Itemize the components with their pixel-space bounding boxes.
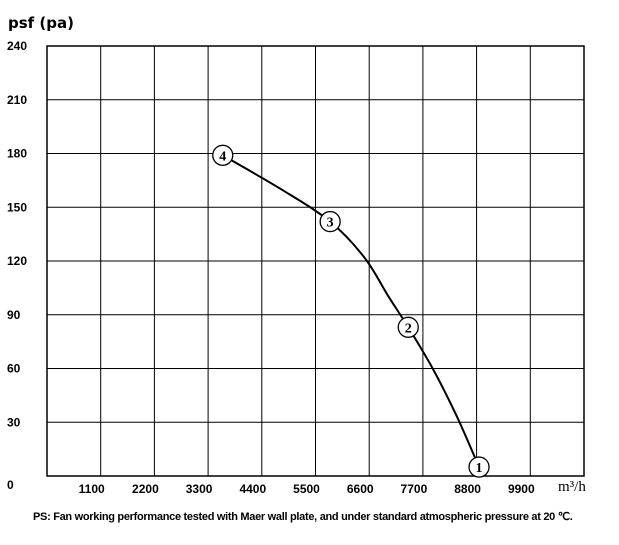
x-tick-label-4: 5500 <box>293 482 320 496</box>
y-tick-label-4: 120 <box>7 254 27 268</box>
y-axis-label: psf (pa) <box>8 14 74 32</box>
marker-circle-3 <box>319 210 341 233</box>
marker-label-2: 2 <box>405 321 412 336</box>
x-tick-label-0: 1100 <box>79 482 105 496</box>
x-tick-label-5: 6600 <box>347 482 374 496</box>
y-tick-label-6: 180 <box>7 147 27 161</box>
x-tick-label-8: 9900 <box>508 482 535 496</box>
x-tick-label-7: 8800 <box>454 482 481 496</box>
marker-circle-1 <box>468 456 490 478</box>
y-tick-label-7: 210 <box>7 93 27 107</box>
performance-curve <box>222 154 480 468</box>
marker-circle-4 <box>212 144 234 166</box>
y-tick-label-3: 90 <box>7 308 21 322</box>
marker-label-1: 1 <box>476 461 483 476</box>
x-tick-label-1: 2200 <box>132 482 159 496</box>
x-tick-label-3: 4400 <box>239 482 266 496</box>
marker-circle-2 <box>397 316 419 338</box>
y-tick-label-5: 150 <box>7 200 27 214</box>
y-tick-label-0: 0 <box>7 478 14 492</box>
marker-label-3: 3 <box>327 216 334 231</box>
footnote: PS: Fan working performance tested with … <box>33 511 573 523</box>
y-tick-label-1: 30 <box>7 415 21 429</box>
x-axis-unit-label: m³/h <box>558 479 586 495</box>
y-tick-labels: 0 30 60 90 120 150 180 210 240 <box>7 39 27 492</box>
marker-label-4: 4 <box>219 149 226 164</box>
y-tick-label-2: 60 <box>7 362 21 376</box>
grid <box>46 45 585 477</box>
x-tick-label-6: 7700 <box>401 482 428 496</box>
y-tick-label-8: 240 <box>7 39 27 53</box>
x-tick-label-2: 3300 <box>186 482 213 496</box>
operating-point-markers: 4 3 2 1 <box>212 144 490 478</box>
x-tick-labels: 1100 2200 3300 4400 5500 6600 7700 8800 9900 <box>79 482 535 496</box>
performance-curve-line <box>222 154 480 468</box>
